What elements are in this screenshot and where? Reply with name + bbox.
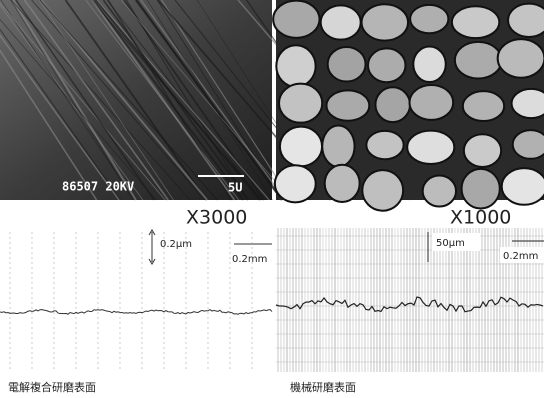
grain [512,89,544,118]
grain [508,4,544,37]
grain [409,85,453,120]
horizontal-scale: 0.2mm [232,254,267,265]
grain [273,1,319,38]
image-label: 86507 20KV [62,180,134,194]
grain [463,91,504,121]
grain [502,168,544,205]
grain [410,5,448,33]
grain [325,165,360,202]
grain [326,90,369,120]
scale-label: 5U [228,181,242,195]
sem-image-right [273,0,544,211]
grain [328,47,366,82]
horizontal-scale: 0.2mm [503,251,538,262]
grain [462,169,500,209]
vertical-scale: 50μm [436,238,465,249]
caption: 機械研磨表面 [290,380,356,394]
grain [464,134,501,167]
profile-left: 0.2μm 0.2mm [0,230,272,372]
caption: 電解複合研磨表面 [8,380,96,394]
grain [322,126,354,167]
grain [366,131,403,159]
grain [362,170,403,211]
grain [498,39,544,78]
grain [321,5,361,39]
grain [276,45,315,87]
magnification: X3000 [186,207,247,229]
grain [407,131,454,164]
magnification: X1000 [450,207,511,229]
figure: 86507 20KV 5U X3000 X1000 0.2μm 0.2mm 50… [0,0,544,398]
grain [275,165,316,202]
profile-right-labels: 50μm 0.2mm [428,232,544,263]
grain [452,6,499,38]
grain [280,127,322,167]
grain [279,84,322,123]
grain [368,48,406,82]
grain [455,42,502,79]
grain [513,130,544,159]
grain [413,47,445,83]
vertical-scale: 0.2μm [160,239,192,250]
grain [423,176,456,207]
profile-line [0,310,272,315]
grain [375,87,410,122]
grain [362,4,409,40]
